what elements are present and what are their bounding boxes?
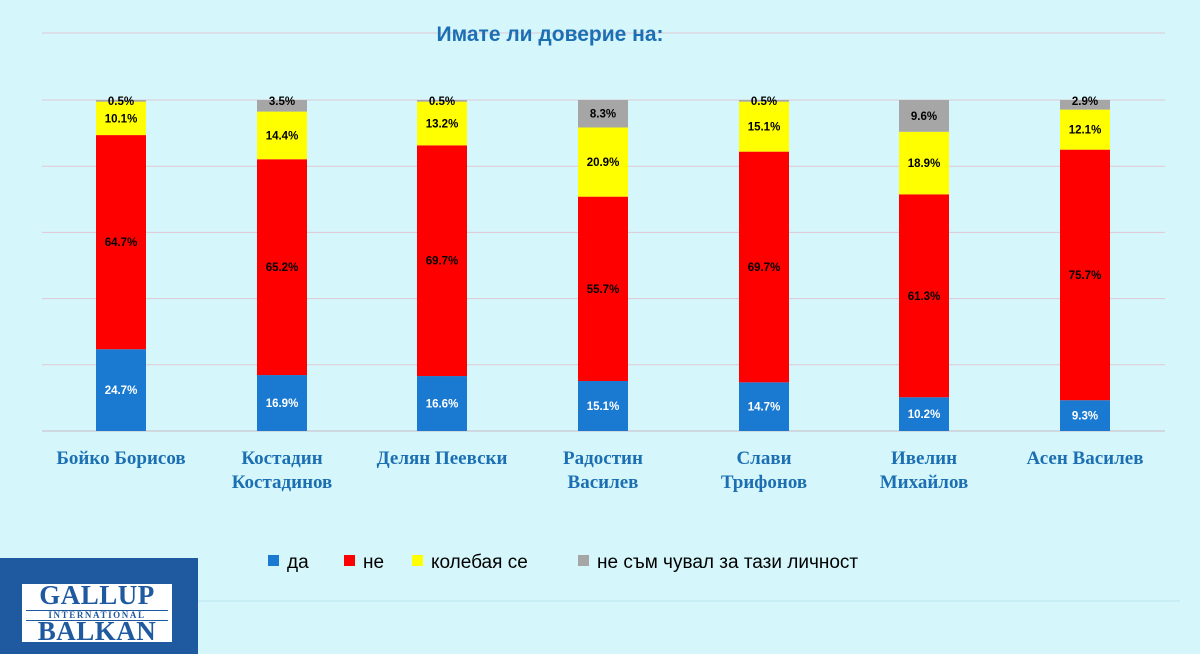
data-label: 0.5% bbox=[429, 96, 455, 108]
data-label: 10.1% bbox=[105, 113, 138, 125]
data-label: 13.2% bbox=[426, 119, 459, 131]
category-labels: Бойко Борисов Костадин Костадинов Делян Пее… bbox=[56, 448, 1143, 493]
category-label: Ивелин bbox=[891, 448, 957, 469]
value-labels: 24.7% 64.7% 10.1% 0.5% 16.9% 65.2% 14.4% 3.5% 16… bbox=[105, 96, 1102, 423]
category-label: Делян Пеевски bbox=[377, 448, 508, 469]
category-label: Слави bbox=[736, 448, 791, 469]
bar-segment bbox=[899, 194, 949, 398]
bar-segment bbox=[899, 397, 949, 431]
logo-line-3: BALKAN bbox=[37, 616, 157, 646]
data-label: 69.7% bbox=[426, 256, 459, 268]
bar-segment bbox=[417, 101, 467, 146]
data-label: 64.7% bbox=[105, 237, 138, 249]
bar-segment bbox=[578, 127, 628, 197]
bar-segment bbox=[739, 101, 789, 152]
bar-segment bbox=[578, 196, 628, 382]
category-label: Трифонов bbox=[721, 472, 807, 493]
legend-label: не съм чувал за тази личност bbox=[597, 552, 858, 573]
data-label: 55.7% bbox=[587, 284, 620, 296]
data-label: 10.2% bbox=[908, 409, 941, 421]
bar-segment bbox=[739, 100, 789, 102]
gallup-logo: GALLUP INTERNATIONAL BALKAN bbox=[0, 558, 198, 654]
bar-segment bbox=[257, 111, 307, 160]
legend-label: да bbox=[287, 552, 309, 573]
bar-segment bbox=[257, 159, 307, 376]
data-label: 18.9% bbox=[908, 158, 941, 170]
bar-segment bbox=[96, 135, 146, 350]
data-label: 12.1% bbox=[1069, 125, 1102, 137]
bar-segment bbox=[1060, 400, 1110, 431]
data-label: 16.6% bbox=[426, 399, 459, 411]
category-label: Асен Василев bbox=[1027, 448, 1144, 469]
bar-segment bbox=[96, 349, 146, 431]
data-label: 15.1% bbox=[587, 401, 620, 413]
bar-segment bbox=[578, 100, 628, 128]
legend-label: колебая се bbox=[431, 552, 528, 573]
bar-segment bbox=[1060, 100, 1110, 110]
data-label: 15.1% bbox=[748, 122, 781, 134]
data-label: 16.9% bbox=[266, 398, 299, 410]
bar-segment bbox=[739, 382, 789, 431]
bar-segment bbox=[417, 376, 467, 431]
category-label: Костадинов bbox=[232, 472, 333, 493]
chart-title: Имате ли доверие на: bbox=[437, 23, 664, 46]
data-label: 0.5% bbox=[751, 96, 777, 108]
bar-segment bbox=[257, 375, 307, 431]
bar-segment bbox=[96, 101, 146, 136]
bar-segment bbox=[417, 100, 467, 102]
data-label: 14.7% bbox=[748, 402, 781, 414]
legend-swatch bbox=[578, 555, 589, 566]
bar-segment bbox=[739, 151, 789, 383]
logo-line-2: INTERNATIONAL bbox=[26, 610, 168, 621]
data-label: 61.3% bbox=[908, 291, 941, 303]
category-label: Бойко Борисов bbox=[56, 448, 185, 469]
bar-segment bbox=[1060, 109, 1110, 150]
bar-segment bbox=[578, 381, 628, 431]
bar-segment bbox=[257, 100, 307, 112]
legend-swatch bbox=[268, 555, 279, 566]
data-label: 14.4% bbox=[266, 130, 299, 142]
bar-segment bbox=[417, 145, 467, 377]
data-label: 0.5% bbox=[108, 96, 134, 108]
data-label: 9.6% bbox=[911, 111, 937, 123]
legend-swatch bbox=[344, 555, 355, 566]
bar-segment bbox=[899, 100, 949, 132]
legend-label: не bbox=[363, 552, 384, 573]
category-label: Василев bbox=[568, 472, 639, 493]
category-label: Костадин bbox=[241, 448, 322, 469]
data-label: 65.2% bbox=[266, 262, 299, 274]
logo-line-1: GALLUP bbox=[39, 580, 155, 610]
legend-swatch bbox=[412, 555, 423, 566]
data-label: 20.9% bbox=[587, 157, 620, 169]
data-label: 9.3% bbox=[1072, 411, 1098, 423]
bar-segment bbox=[1060, 149, 1110, 401]
logo-box: GALLUP INTERNATIONAL BALKAN bbox=[22, 580, 172, 646]
bars bbox=[96, 100, 1110, 431]
data-label: 8.3% bbox=[590, 109, 616, 121]
category-label: Радостин bbox=[563, 448, 643, 469]
bar-segment bbox=[899, 131, 949, 195]
data-label: 24.7% bbox=[105, 385, 138, 397]
data-label: 3.5% bbox=[269, 96, 295, 108]
data-label: 69.7% bbox=[748, 262, 781, 274]
bar-segment bbox=[96, 100, 146, 102]
category-label: Михайлов bbox=[880, 472, 969, 493]
data-label: 2.9% bbox=[1072, 96, 1098, 108]
data-label: 75.7% bbox=[1069, 270, 1102, 282]
legend: да не колебая се не съм чувал за тази лично… bbox=[268, 552, 858, 573]
